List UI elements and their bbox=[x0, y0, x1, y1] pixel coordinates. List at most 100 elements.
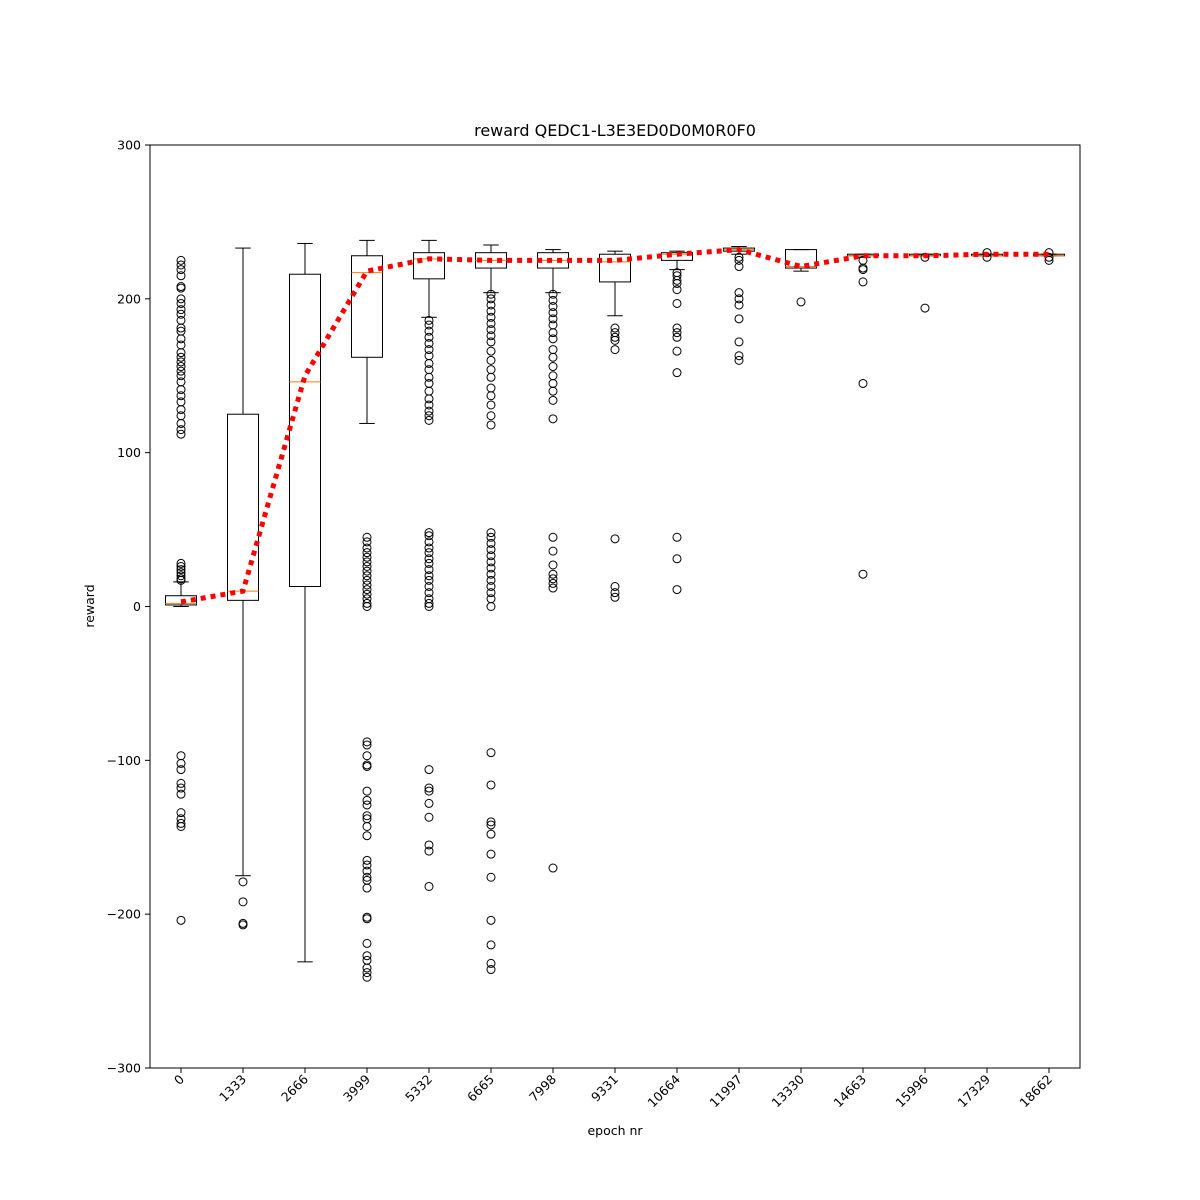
outlier-point bbox=[424, 415, 434, 425]
outlier-point bbox=[486, 849, 496, 859]
outlier-point bbox=[176, 362, 186, 372]
outlier-point bbox=[734, 351, 744, 361]
outlier-point bbox=[1044, 255, 1054, 265]
outlier-point bbox=[362, 602, 372, 611]
outlier-point bbox=[424, 531, 434, 541]
outlier-point bbox=[672, 585, 682, 595]
outlier-point bbox=[672, 332, 682, 342]
outlier-point bbox=[176, 352, 186, 362]
outlier-point bbox=[610, 323, 620, 333]
outlier-point bbox=[486, 748, 496, 758]
outlier-point bbox=[486, 602, 496, 611]
outlier-point bbox=[486, 940, 496, 950]
outlier-point bbox=[362, 855, 372, 865]
outlier-point bbox=[424, 798, 434, 808]
outlier-point bbox=[362, 883, 372, 893]
iqr-box bbox=[413, 252, 445, 280]
outlier-point bbox=[424, 537, 434, 547]
outlier-point bbox=[424, 765, 434, 775]
outlier-point bbox=[672, 275, 682, 285]
outlier-point bbox=[486, 391, 496, 401]
outlier-point bbox=[486, 355, 496, 365]
outlier-point bbox=[176, 418, 186, 428]
outlier-point bbox=[176, 821, 186, 831]
box-group-13330 bbox=[785, 249, 817, 307]
x-axis-label: epoch nr bbox=[587, 1123, 643, 1138]
outlier-point bbox=[176, 271, 186, 281]
outlier-point bbox=[424, 548, 434, 558]
outlier-point bbox=[734, 288, 744, 298]
iqr-box bbox=[227, 413, 259, 601]
outlier-point bbox=[548, 863, 558, 873]
outlier-point bbox=[548, 302, 558, 312]
outlier-point bbox=[486, 306, 496, 316]
outlier-point bbox=[176, 818, 186, 828]
outlier-point bbox=[238, 920, 248, 930]
outlier-point bbox=[176, 778, 186, 788]
outlier-point bbox=[486, 300, 496, 310]
outlier-point bbox=[362, 811, 372, 821]
outlier-point bbox=[362, 532, 372, 542]
outlier-point bbox=[176, 391, 186, 401]
outlier-point bbox=[486, 872, 496, 882]
outlier-point bbox=[176, 334, 186, 344]
outlier-point bbox=[672, 346, 682, 356]
outlier-point bbox=[486, 588, 496, 598]
outlier-point bbox=[548, 289, 558, 299]
outlier-point bbox=[486, 532, 496, 542]
plot-area bbox=[165, 239, 1065, 982]
outlier-point bbox=[672, 554, 682, 564]
outlier-point bbox=[362, 866, 372, 876]
outlier-point bbox=[176, 425, 186, 435]
outlier-point bbox=[238, 877, 248, 887]
outlier-point bbox=[486, 965, 496, 975]
outlier-point bbox=[486, 829, 496, 839]
outlier-point bbox=[424, 543, 434, 553]
outlier-point bbox=[176, 575, 186, 585]
outlier-point bbox=[362, 751, 372, 761]
outlier-point bbox=[486, 528, 496, 538]
outlier-point bbox=[424, 400, 434, 410]
outlier-point bbox=[486, 289, 496, 299]
outlier-point bbox=[362, 552, 372, 562]
outlier-point bbox=[734, 255, 744, 265]
outlier-point bbox=[176, 758, 186, 768]
outlier-point bbox=[424, 358, 434, 368]
outlier-point bbox=[362, 575, 372, 585]
outlier-point bbox=[486, 545, 496, 555]
outlier-point bbox=[424, 786, 434, 796]
outlier-point bbox=[362, 740, 372, 750]
outlier-point bbox=[362, 548, 372, 558]
outlier-point bbox=[424, 406, 434, 416]
outlier-point bbox=[176, 371, 186, 381]
outlier-point bbox=[486, 780, 496, 790]
outlier-point bbox=[1044, 252, 1054, 262]
outlier-point bbox=[176, 255, 186, 265]
box-group-3999 bbox=[351, 239, 383, 982]
outlier-point bbox=[548, 569, 558, 579]
outlier-point bbox=[486, 325, 496, 335]
outlier-point bbox=[672, 532, 682, 542]
outlier-point bbox=[734, 337, 744, 347]
outlier-point bbox=[548, 583, 558, 593]
outlier-point bbox=[176, 298, 186, 308]
outlier-point bbox=[362, 580, 372, 590]
outlier-point bbox=[176, 915, 186, 925]
outlier-point bbox=[362, 968, 372, 978]
outlier-point bbox=[362, 938, 372, 948]
outlier-point bbox=[858, 277, 868, 287]
outlier-point bbox=[548, 314, 558, 324]
y-tick-label: 0 bbox=[133, 599, 141, 614]
outlier-point bbox=[176, 260, 186, 270]
outlier-point bbox=[424, 571, 434, 581]
outlier-point bbox=[424, 315, 434, 325]
outlier-point bbox=[424, 588, 434, 598]
outlier-point bbox=[486, 411, 496, 421]
outlier-point bbox=[486, 582, 496, 592]
outlier-point bbox=[176, 323, 186, 333]
outlier-point bbox=[610, 345, 620, 355]
outlier-point bbox=[424, 881, 434, 891]
outlier-point bbox=[610, 534, 620, 544]
outlier-point bbox=[672, 328, 682, 338]
iqr-box bbox=[785, 249, 817, 269]
